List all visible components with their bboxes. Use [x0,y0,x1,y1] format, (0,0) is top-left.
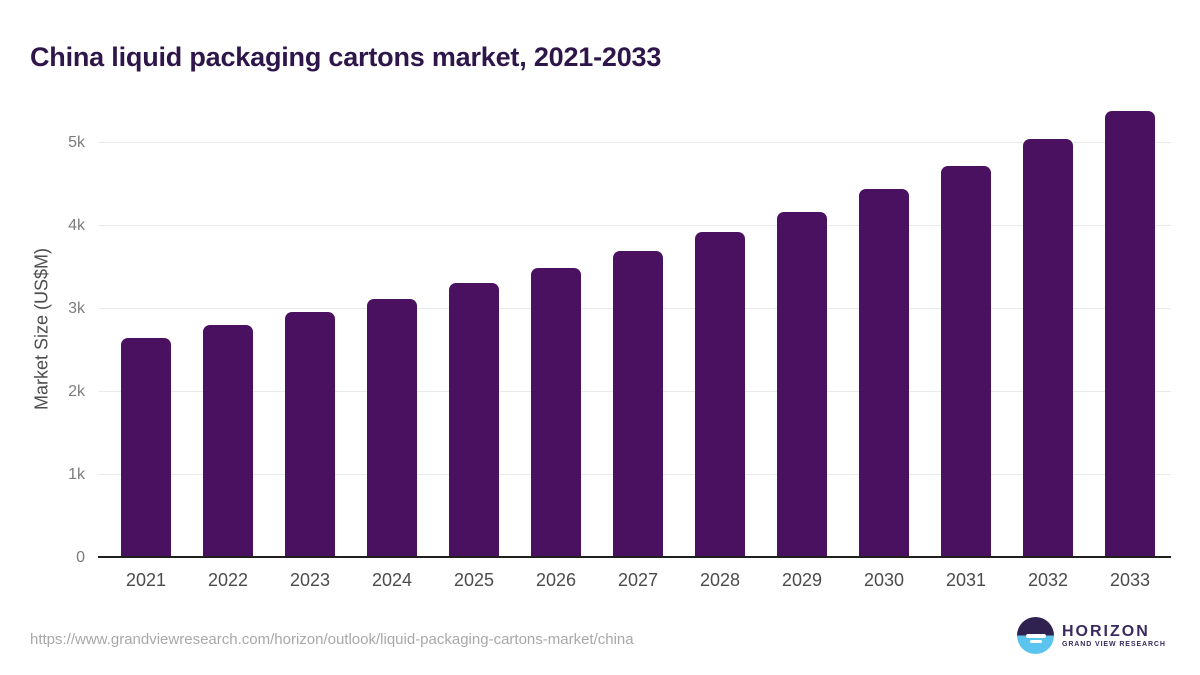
x-tick-label: 2032 [1027,570,1069,590]
logo-brand-subtitle: GRAND VIEW RESEARCH [1062,641,1166,648]
bar-2031[interactable] [941,165,991,558]
gridline [98,224,1171,226]
x-tick-label: 2031 [945,570,987,590]
bar-slot [925,100,1007,558]
bar-2030[interactable] [859,189,909,558]
x-tick-label: 2029 [781,570,823,590]
logo-brand-name: HORIZON [1062,623,1150,640]
bar-series [105,100,1171,558]
bar-slot [351,100,433,558]
bar-slot [1007,100,1089,558]
bar-2022[interactable] [203,325,253,558]
bar-slot [679,100,761,558]
y-axis-tick-labels: 0 1k 2k 3k 4k 5k [0,100,85,567]
bar-2025[interactable] [449,282,499,558]
bar-2026[interactable] [531,267,581,558]
bar-2033[interactable] [1105,110,1155,558]
x-tick-label: 2025 [453,570,495,590]
logo-text: HORIZON GRAND VIEW RESEARCH [1062,623,1166,648]
gridline [98,141,1171,143]
x-tick-label: 2023 [289,570,331,590]
source-url: https://www.grandviewresearch.com/horizo… [30,631,634,648]
bar-2021[interactable] [121,337,171,558]
y-tick-label: 1k [68,465,85,483]
bar-2027[interactable] [613,250,663,558]
bar-slot [269,100,351,558]
x-axis-line [98,556,1171,558]
y-tick-label: 0 [76,549,85,566]
x-tick-label: 2030 [863,570,905,590]
x-tick-label: 2021 [125,570,167,590]
bar-slot [187,100,269,558]
bar-2032[interactable] [1023,139,1073,558]
bar-2023[interactable] [285,312,335,558]
x-tick-label: 2026 [535,570,577,590]
footer: https://www.grandviewresearch.com/horizo… [0,612,1200,675]
bar-slot [515,100,597,558]
logo-stripe [1025,633,1046,638]
bar-slot [761,100,843,558]
y-tick-label: 2k [68,382,85,400]
x-tick-label: 2028 [699,570,741,590]
logo-stripe [1029,640,1042,643]
bar-2024[interactable] [367,298,417,558]
x-axis-labels: 2021 2022 2023 2024 2025 2026 2027 2028 2029 2030… [105,570,1171,591]
bar-2029[interactable] [777,211,827,558]
page-title: China liquid packaging cartons market, 2… [30,42,662,73]
horizon-logo: HORIZON GRAND VIEW RESEARCH [1017,617,1166,654]
y-tick-label: 5k [68,133,85,151]
y-tick-label: 3k [68,299,85,317]
horizon-logo-icon [1017,617,1054,654]
y-tick-label: 4k [68,216,85,234]
x-tick-label: 2033 [1109,570,1151,590]
bar-slot [1089,100,1171,558]
x-tick-label: 2022 [207,570,249,590]
bar-slot [597,100,679,558]
bar-slot [433,100,515,558]
bar-chart: Market Size (US$M) 0 1k 2k 3k 4k 5k 2021 2022 2… [0,100,1171,591]
x-tick-label: 2027 [617,570,659,590]
bar-slot [843,100,925,558]
plot-area [98,100,1171,558]
x-tick-label: 2024 [371,570,413,590]
bar-2028[interactable] [695,231,745,558]
bar-slot [105,100,187,558]
